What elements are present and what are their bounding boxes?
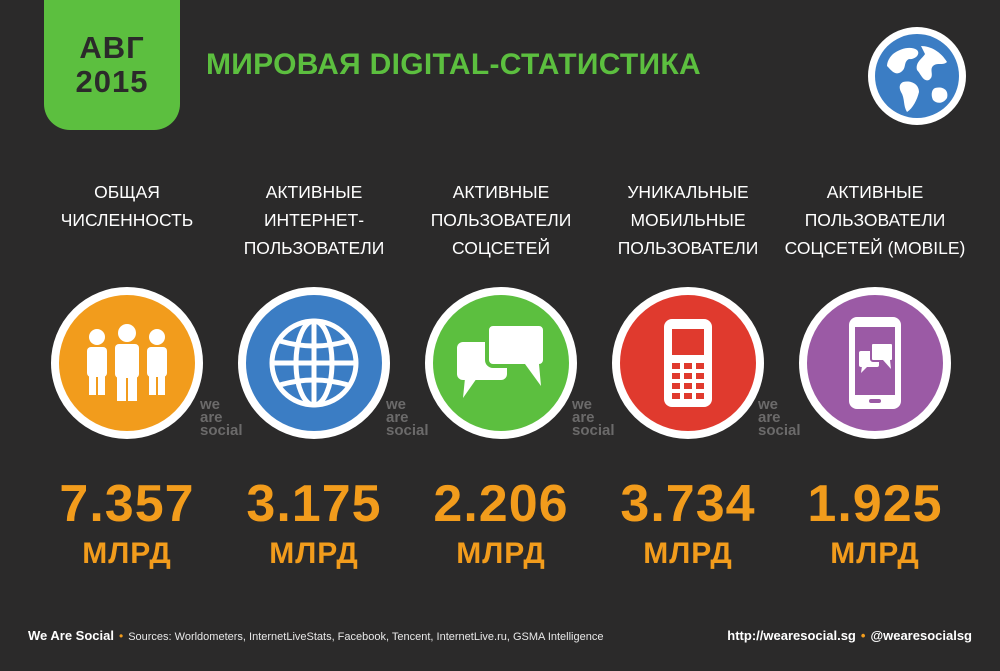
globe-grid-icon xyxy=(238,287,390,439)
smartphone-chat-icon xyxy=(799,287,951,439)
watermark-logo: we are social xyxy=(200,396,243,439)
people-icon xyxy=(51,287,203,439)
footer-website-link[interactable]: http://wearesocial.sg xyxy=(727,628,856,643)
date-badge: АВГ 2015 xyxy=(44,0,180,130)
footer-sources: We Are Social • Sources: Worldometers, Int… xyxy=(28,628,604,643)
stat-label: ОБЩАЯ ЧИСЛЕННОСТЬ xyxy=(60,182,194,230)
date-year: 2015 xyxy=(75,64,149,99)
stat-value: 7.357 xyxy=(59,475,195,533)
stat-value: 3.175 xyxy=(246,475,382,533)
stat-unit: МЛРД xyxy=(830,537,920,570)
stat-unit: МЛРД xyxy=(643,537,733,570)
globe-icon xyxy=(868,27,966,125)
stat-label: УНИКАЛЬНЫЕ МОБИЛЬНЫЕ ПОЛЬЗОВАТЕЛИ xyxy=(617,182,759,258)
footer-links: http://wearesocial.sg • @wearesocialsg xyxy=(727,628,972,643)
stat-value: 1.925 xyxy=(807,475,943,533)
page-title: МИРОВАЯ DIGITAL-СТАТИСТИКА xyxy=(206,48,701,81)
stat-label: АКТИВНЫЕ ИНТЕРНЕТ- ПОЛЬЗОВАТЕЛИ xyxy=(243,182,385,258)
footer-sources-text: Sources: Worldometers, InternetLiveStats… xyxy=(128,631,604,643)
watermark-logo: we are social xyxy=(758,396,801,439)
stat-label: АКТИВНЫЕ ПОЛЬЗОВАТЕЛИ СОЦСЕТЕЙ (MOBILE) xyxy=(784,182,966,258)
watermark-logo: we are social xyxy=(386,396,429,439)
footer-handle-link[interactable]: @wearesocialsg xyxy=(870,628,972,643)
mobile-phone-icon xyxy=(612,287,764,439)
stat-label: АКТИВНЫЕ ПОЛЬЗОВАТЕЛИ СОЦСЕТЕЙ xyxy=(430,182,572,258)
watermark-logo: we are social xyxy=(572,396,615,439)
stat-value: 2.206 xyxy=(433,475,569,533)
stat-unit: МЛРД xyxy=(269,537,359,570)
stat-value: 3.734 xyxy=(620,475,756,533)
stat-unit: МЛРД xyxy=(456,537,546,570)
footer-brand: We Are Social xyxy=(28,628,114,643)
date-month: АВГ xyxy=(79,29,145,65)
stat-unit: МЛРД xyxy=(82,537,172,570)
chat-bubbles-icon xyxy=(425,287,577,439)
